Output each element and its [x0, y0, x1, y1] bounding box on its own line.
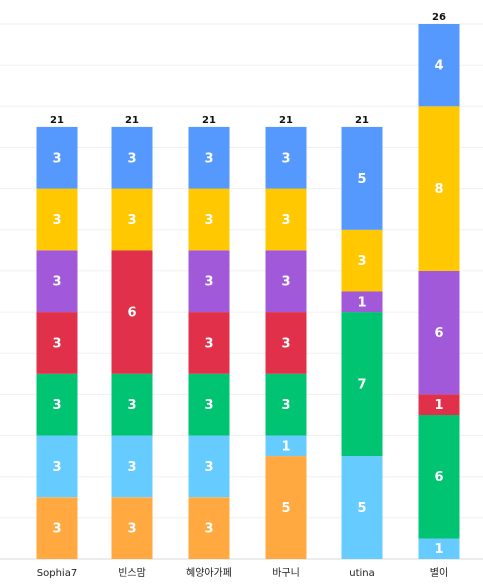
segment-value-label: 5: [357, 172, 366, 187]
segment-value-label: 8: [434, 182, 443, 197]
bar-segment: [36, 250, 78, 312]
segment-value-label: 4: [434, 59, 443, 74]
bar-segment: [418, 415, 460, 539]
bar-segment: [36, 435, 78, 498]
bar-segment: [418, 538, 460, 559]
bar-segment: [188, 373, 230, 436]
segment-value-label: 3: [204, 398, 213, 413]
segment-value-label: 6: [434, 470, 443, 485]
bar-segment: [111, 497, 153, 559]
bar-segment: [111, 435, 153, 498]
bar-segment: [188, 250, 230, 312]
bar-total-label: 21: [202, 115, 216, 126]
bar-segment: [111, 188, 153, 251]
segment-value-label: 3: [52, 275, 61, 290]
bar-segment: [341, 126, 383, 230]
segment-value-label: 5: [281, 501, 290, 516]
bar-segment: [418, 270, 460, 395]
bar-segment: [36, 188, 78, 251]
bar-total-label: 21: [125, 115, 139, 126]
segment-value-label: 3: [52, 151, 61, 166]
segment-value-label: 5: [357, 501, 366, 516]
bar-segment: [265, 435, 307, 457]
labels: 3 3 3 3 3 3 3 21 Sophia7 3 3 3 6 3 3 21 빈스맘 3 3 3 3 3 3 3 21 혜양아가…: [37, 12, 448, 579]
segment-value-label: 3: [127, 151, 136, 166]
bar-segment: [418, 106, 460, 271]
bar-segment: [265, 456, 307, 559]
category-tick-label: Sophia7: [37, 568, 77, 579]
segment-value-label: 3: [281, 336, 290, 351]
bar-total-label: 21: [50, 115, 64, 126]
segment-value-label: 3: [204, 275, 213, 290]
category-tick-label: 바구니: [272, 567, 300, 579]
segment-value-label: 1: [434, 398, 443, 413]
segment-value-label: 3: [204, 213, 213, 228]
bar-segment: [36, 312, 78, 374]
segment-value-label: 3: [52, 213, 61, 228]
segment-value-label: 3: [52, 336, 61, 351]
segment-value-label: 6: [127, 306, 136, 321]
bar-segment: [188, 188, 230, 251]
segment-value-label: 3: [204, 522, 213, 537]
segment-value-label: 3: [52, 522, 61, 537]
bar-segment: [111, 250, 153, 374]
category-tick-label: utina: [349, 568, 375, 579]
bar-segment: [341, 312, 383, 457]
segment-value-label: 1: [434, 542, 443, 557]
bar-segment: [36, 497, 78, 559]
bar-segment: [418, 24, 460, 107]
bar-segment: [188, 126, 230, 189]
segment-value-label: 3: [204, 336, 213, 351]
bar-segment: [265, 373, 307, 436]
segment-value-label: 3: [204, 151, 213, 166]
gridlines: [0, 23, 483, 560]
bar-total-label: 21: [279, 115, 293, 126]
segment-value-label: 1: [357, 295, 366, 310]
segment-value-label: 7: [357, 378, 366, 393]
bar-segment: [341, 456, 383, 559]
segment-value-label: 3: [127, 398, 136, 413]
category-tick-label: 혜양아가페: [186, 567, 232, 579]
segment-value-label: 6: [434, 326, 443, 341]
bar-total-label: 21: [355, 115, 369, 126]
bar-segment: [341, 229, 383, 292]
segment-value-label: 3: [281, 151, 290, 166]
bar-segment: [265, 250, 307, 312]
category-tick-label: 별이: [430, 567, 448, 579]
bar-segment: [265, 188, 307, 251]
segment-value-label: 3: [52, 460, 61, 475]
segment-value-label: 3: [281, 213, 290, 228]
bars: [36, 24, 460, 559]
segment-value-label: 3: [281, 275, 290, 290]
bar-segment: [111, 373, 153, 436]
segment-value-label: 1: [281, 439, 290, 454]
segment-value-label: 3: [52, 398, 61, 413]
bar-segment: [36, 373, 78, 436]
bar-segment: [188, 497, 230, 559]
bar-segment: [418, 394, 460, 415]
bar-segment: [111, 126, 153, 189]
bar-segment: [265, 312, 307, 374]
bar-segment: [188, 435, 230, 498]
bar-segment: [341, 291, 383, 313]
bar-segment: [188, 312, 230, 374]
bar-segment: [36, 126, 78, 189]
segment-value-label: 3: [127, 213, 136, 228]
segment-value-label: 3: [281, 398, 290, 413]
segment-value-label: 3: [127, 522, 136, 537]
category-tick-label: 빈스맘: [118, 567, 146, 579]
bar-total-label: 26: [432, 12, 446, 23]
bar-segment: [265, 126, 307, 189]
segment-value-label: 3: [127, 460, 136, 475]
segment-value-label: 3: [204, 460, 213, 475]
segment-value-label: 3: [357, 254, 366, 269]
